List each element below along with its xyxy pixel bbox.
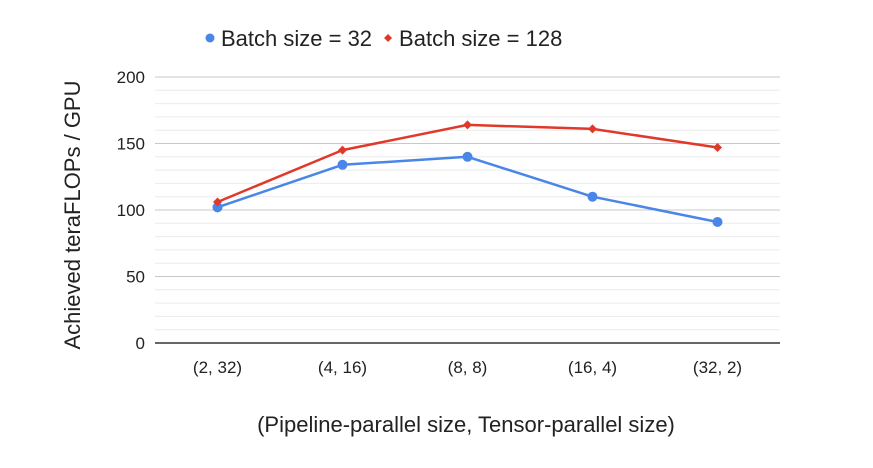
y-tick-label: 100 xyxy=(117,201,145,220)
x-tick-label: (4, 16) xyxy=(318,358,367,377)
x-tick-label: (2, 32) xyxy=(193,358,242,377)
data-point-series-1 xyxy=(587,191,598,202)
data-point-series-2 xyxy=(338,145,347,155)
x-tick-labels: (2, 32) (4, 16) (8, 8) (16, 4) (32, 2) xyxy=(193,358,742,377)
data-point-series-1 xyxy=(337,159,348,170)
y-tick-label: 50 xyxy=(126,268,145,287)
series-lines xyxy=(217,123,718,224)
data-point-series-2 xyxy=(713,142,722,152)
data-point-series-2 xyxy=(463,120,472,130)
x-tick-label: (16, 4) xyxy=(568,358,617,377)
y-tick-labels: 0 50 100 150 200 xyxy=(117,68,145,353)
data-point-series-2 xyxy=(588,124,597,134)
legend-label-1: Batch size = 32 xyxy=(221,26,372,51)
y-axis-title: Achieved teraFLOPs / GPU xyxy=(60,81,85,350)
data-point-series-2 xyxy=(213,197,222,207)
legend-label-2: Batch size = 128 xyxy=(399,26,562,51)
data-point-series-1 xyxy=(212,202,223,213)
series-line-2 xyxy=(217,123,718,204)
x-axis-title: (Pipeline-parallel size, Tensor-parallel… xyxy=(257,412,675,437)
y-tick-label: 150 xyxy=(117,135,145,154)
legend-swatch-2 xyxy=(384,34,393,42)
data-point-series-1 xyxy=(462,151,473,162)
series-markers xyxy=(212,120,723,227)
y-tick-label: 0 xyxy=(136,334,145,353)
legend: Batch size = 32 Batch size = 128 xyxy=(205,26,562,51)
grid-lines xyxy=(155,76,780,331)
series-line-1 xyxy=(217,155,718,224)
x-tick-label: (8, 8) xyxy=(448,358,488,377)
x-tick-label: (32, 2) xyxy=(693,358,742,377)
data-point-series-1 xyxy=(712,216,723,227)
y-tick-label: 200 xyxy=(117,68,145,87)
legend-swatch-1 xyxy=(205,33,215,43)
